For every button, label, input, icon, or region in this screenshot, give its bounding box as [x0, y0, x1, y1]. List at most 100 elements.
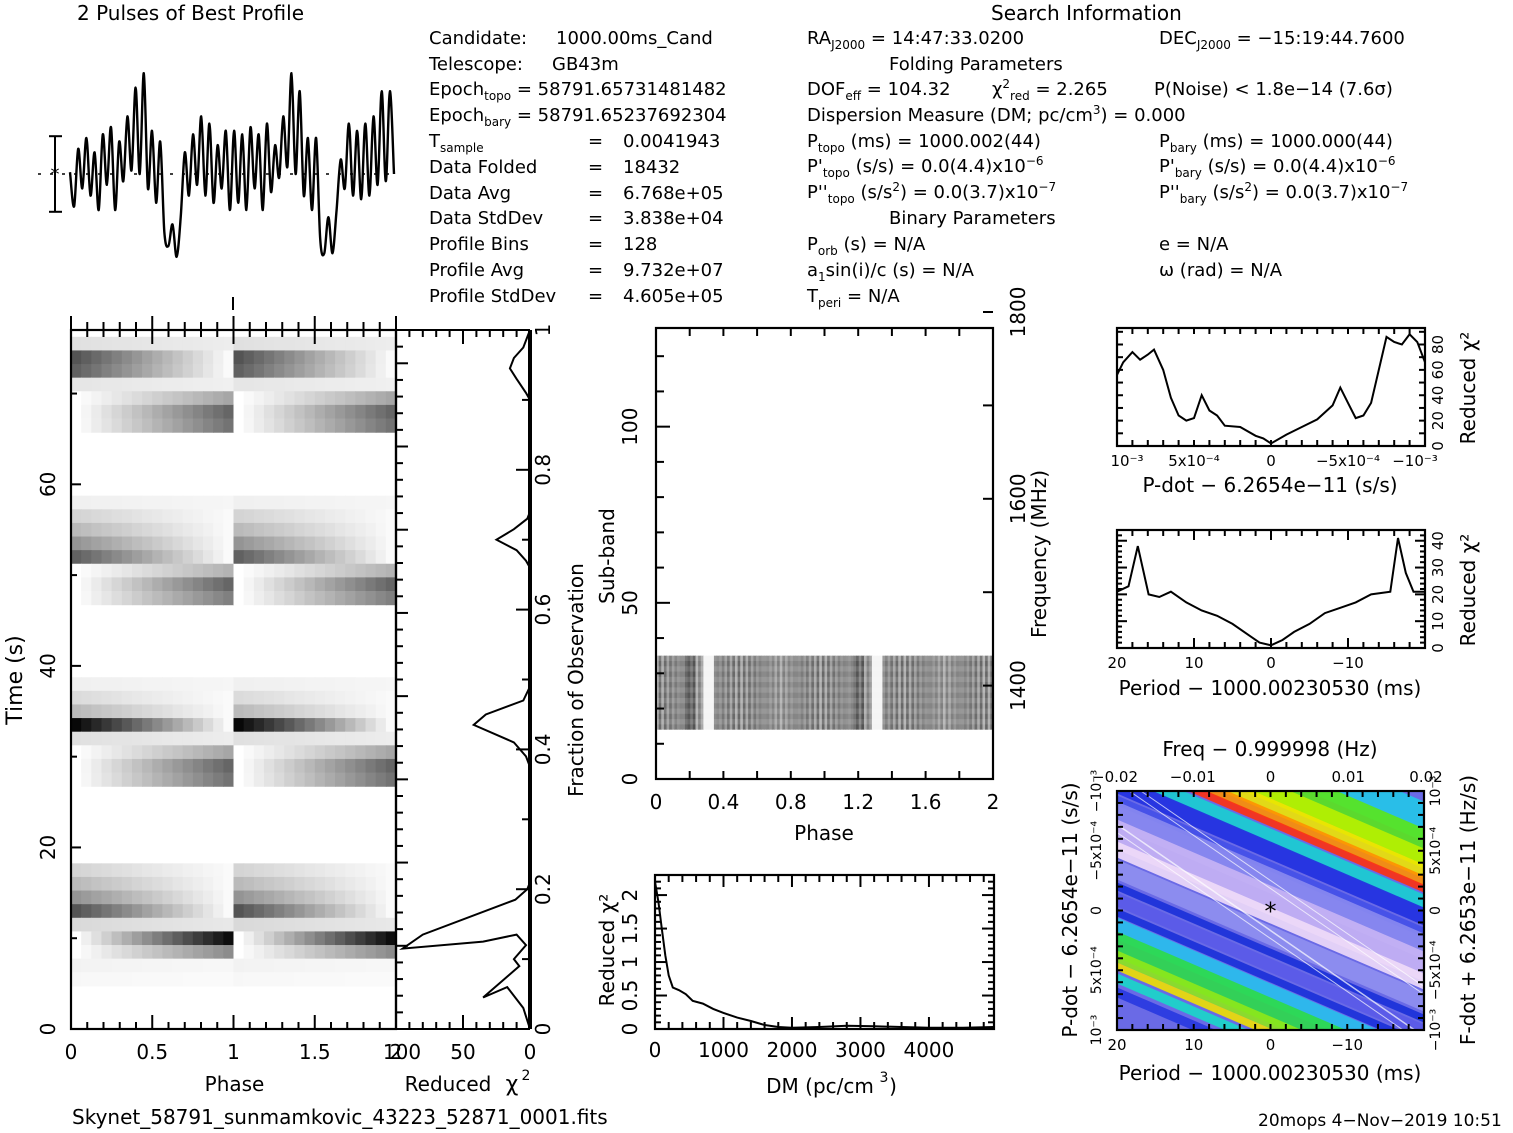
subband-stripe — [727, 655, 731, 730]
subband-stripe — [656, 655, 660, 730]
heatmap-cell — [345, 863, 356, 878]
heatmap-cell — [243, 563, 255, 578]
pdot-topo-exp: −6 — [1025, 154, 1044, 168]
heatmap-cell — [274, 704, 285, 719]
heatmap-cell — [385, 364, 396, 379]
heatmap-cell — [121, 577, 133, 592]
x-tick-label: −5x10⁻⁴ — [1316, 452, 1380, 470]
subband-stripe — [800, 655, 804, 730]
heatmap-cell — [385, 377, 396, 392]
y-tick-label: 50 — [618, 590, 642, 615]
heatmap-cell — [182, 509, 194, 524]
subband-stripe — [713, 655, 718, 730]
porb-value: (s) = N/A — [843, 234, 926, 255]
heatmap-cell — [314, 577, 326, 592]
heatmap-cell — [162, 590, 174, 606]
heatmap-cell — [71, 563, 82, 578]
heatmap-cell — [243, 336, 255, 352]
info-row-label: Data Avg — [429, 182, 512, 204]
heatmap-cell — [142, 772, 153, 787]
heatmap-cell — [121, 972, 133, 987]
heatmap-cell — [253, 391, 265, 406]
heatmap-cell — [263, 745, 275, 760]
subband-stripe — [811, 655, 815, 730]
subband-stripe — [842, 655, 847, 730]
heatmap-cell — [91, 509, 103, 524]
heatmap-cell — [253, 364, 265, 379]
heatmap-cell — [345, 745, 356, 760]
pdot-frame — [1115, 326, 1427, 448]
heatmap-cell — [263, 377, 275, 392]
heatmap-cell — [182, 495, 194, 510]
heatmap-cell — [335, 509, 346, 524]
heatmap-cell — [263, 364, 275, 379]
heatmap-cell — [314, 718, 326, 733]
heatmap-cell — [324, 509, 336, 524]
dec-label: DEC — [1159, 28, 1197, 49]
heatmap-cell — [213, 509, 224, 524]
pdot-topo-value: (s/s) = 0.0(4.4)x10 — [855, 156, 1026, 177]
subband-stripe — [703, 655, 707, 730]
heatmap-cell — [91, 364, 103, 379]
p-bary-sub: bary — [1169, 141, 1197, 155]
porb-label: P — [807, 234, 818, 255]
info-row-value: 128 — [623, 234, 658, 256]
folding-title: Folding Parameters — [889, 54, 1063, 75]
heatmap-cell — [375, 590, 387, 606]
heatmap-cell — [71, 690, 82, 706]
x-tick-label: 10 — [1184, 654, 1203, 672]
heatmap-cell — [142, 590, 153, 606]
heatmap-cell — [101, 917, 113, 933]
heatmap-cell — [121, 958, 133, 973]
period-chi2-plot: 20 10 0 −10 0 10 20 30 40 Period − 1000.00230530 … — [1107, 528, 1480, 700]
heatmap-cell — [335, 495, 346, 510]
ppd-band — [1118, 859, 1423, 1012]
heatmap-cell — [253, 917, 265, 933]
subband-stripe — [874, 655, 878, 730]
heatmap-cell — [111, 945, 123, 960]
heatmap-cell — [375, 772, 387, 787]
heatmap-cell — [203, 945, 214, 960]
heatmap-cell — [253, 418, 265, 433]
heatmap-cell — [131, 590, 143, 606]
heatmap-cell — [274, 509, 285, 524]
heatmap-cell — [243, 718, 255, 733]
subband-stripe — [692, 655, 696, 730]
subband-stripe — [771, 655, 775, 730]
chi2-red: χ2red = 2.265 — [992, 78, 1108, 102]
heatmap-cell — [213, 391, 224, 406]
heatmap-cell — [142, 704, 153, 719]
subband-stripe — [711, 655, 715, 730]
x-tick-label: −10 — [1331, 1036, 1363, 1054]
y2-tick-label: 10⁻³ — [1428, 776, 1444, 807]
heatmap-cell — [162, 745, 174, 760]
heatmap-cell — [365, 550, 377, 565]
subband-stripe — [937, 655, 941, 730]
heatmap-cell — [203, 391, 214, 406]
heatmap-cell — [131, 931, 143, 946]
heatmap-cell — [131, 917, 143, 933]
heatmap-cell — [142, 522, 153, 538]
heatmap-cell — [203, 563, 214, 578]
heatmap-cell — [101, 904, 113, 919]
heatmap-cell — [385, 745, 396, 760]
heatmap-cell — [335, 563, 346, 578]
heatmap-cell — [142, 890, 153, 905]
heatmap-cell — [274, 590, 285, 606]
heatmap-cell — [243, 904, 255, 919]
heatmap-cell — [263, 590, 275, 606]
heatmap-cell — [385, 418, 396, 433]
heatmap-cell — [335, 536, 346, 551]
y-tick-label: 20 — [36, 835, 60, 860]
y-tick-label: 0.4 — [531, 733, 555, 765]
heatmap-cell — [324, 945, 336, 960]
heatmap-cell — [243, 391, 255, 406]
chi2-line — [399, 329, 531, 1030]
heatmap-cell — [71, 577, 82, 592]
heatmap-cell — [335, 731, 346, 746]
y2-axis-label: Frequency (MHz) — [1027, 470, 1051, 638]
heatmap-cell — [192, 350, 204, 365]
heatmap-cell — [304, 904, 316, 919]
heatmap-cell — [233, 563, 245, 578]
